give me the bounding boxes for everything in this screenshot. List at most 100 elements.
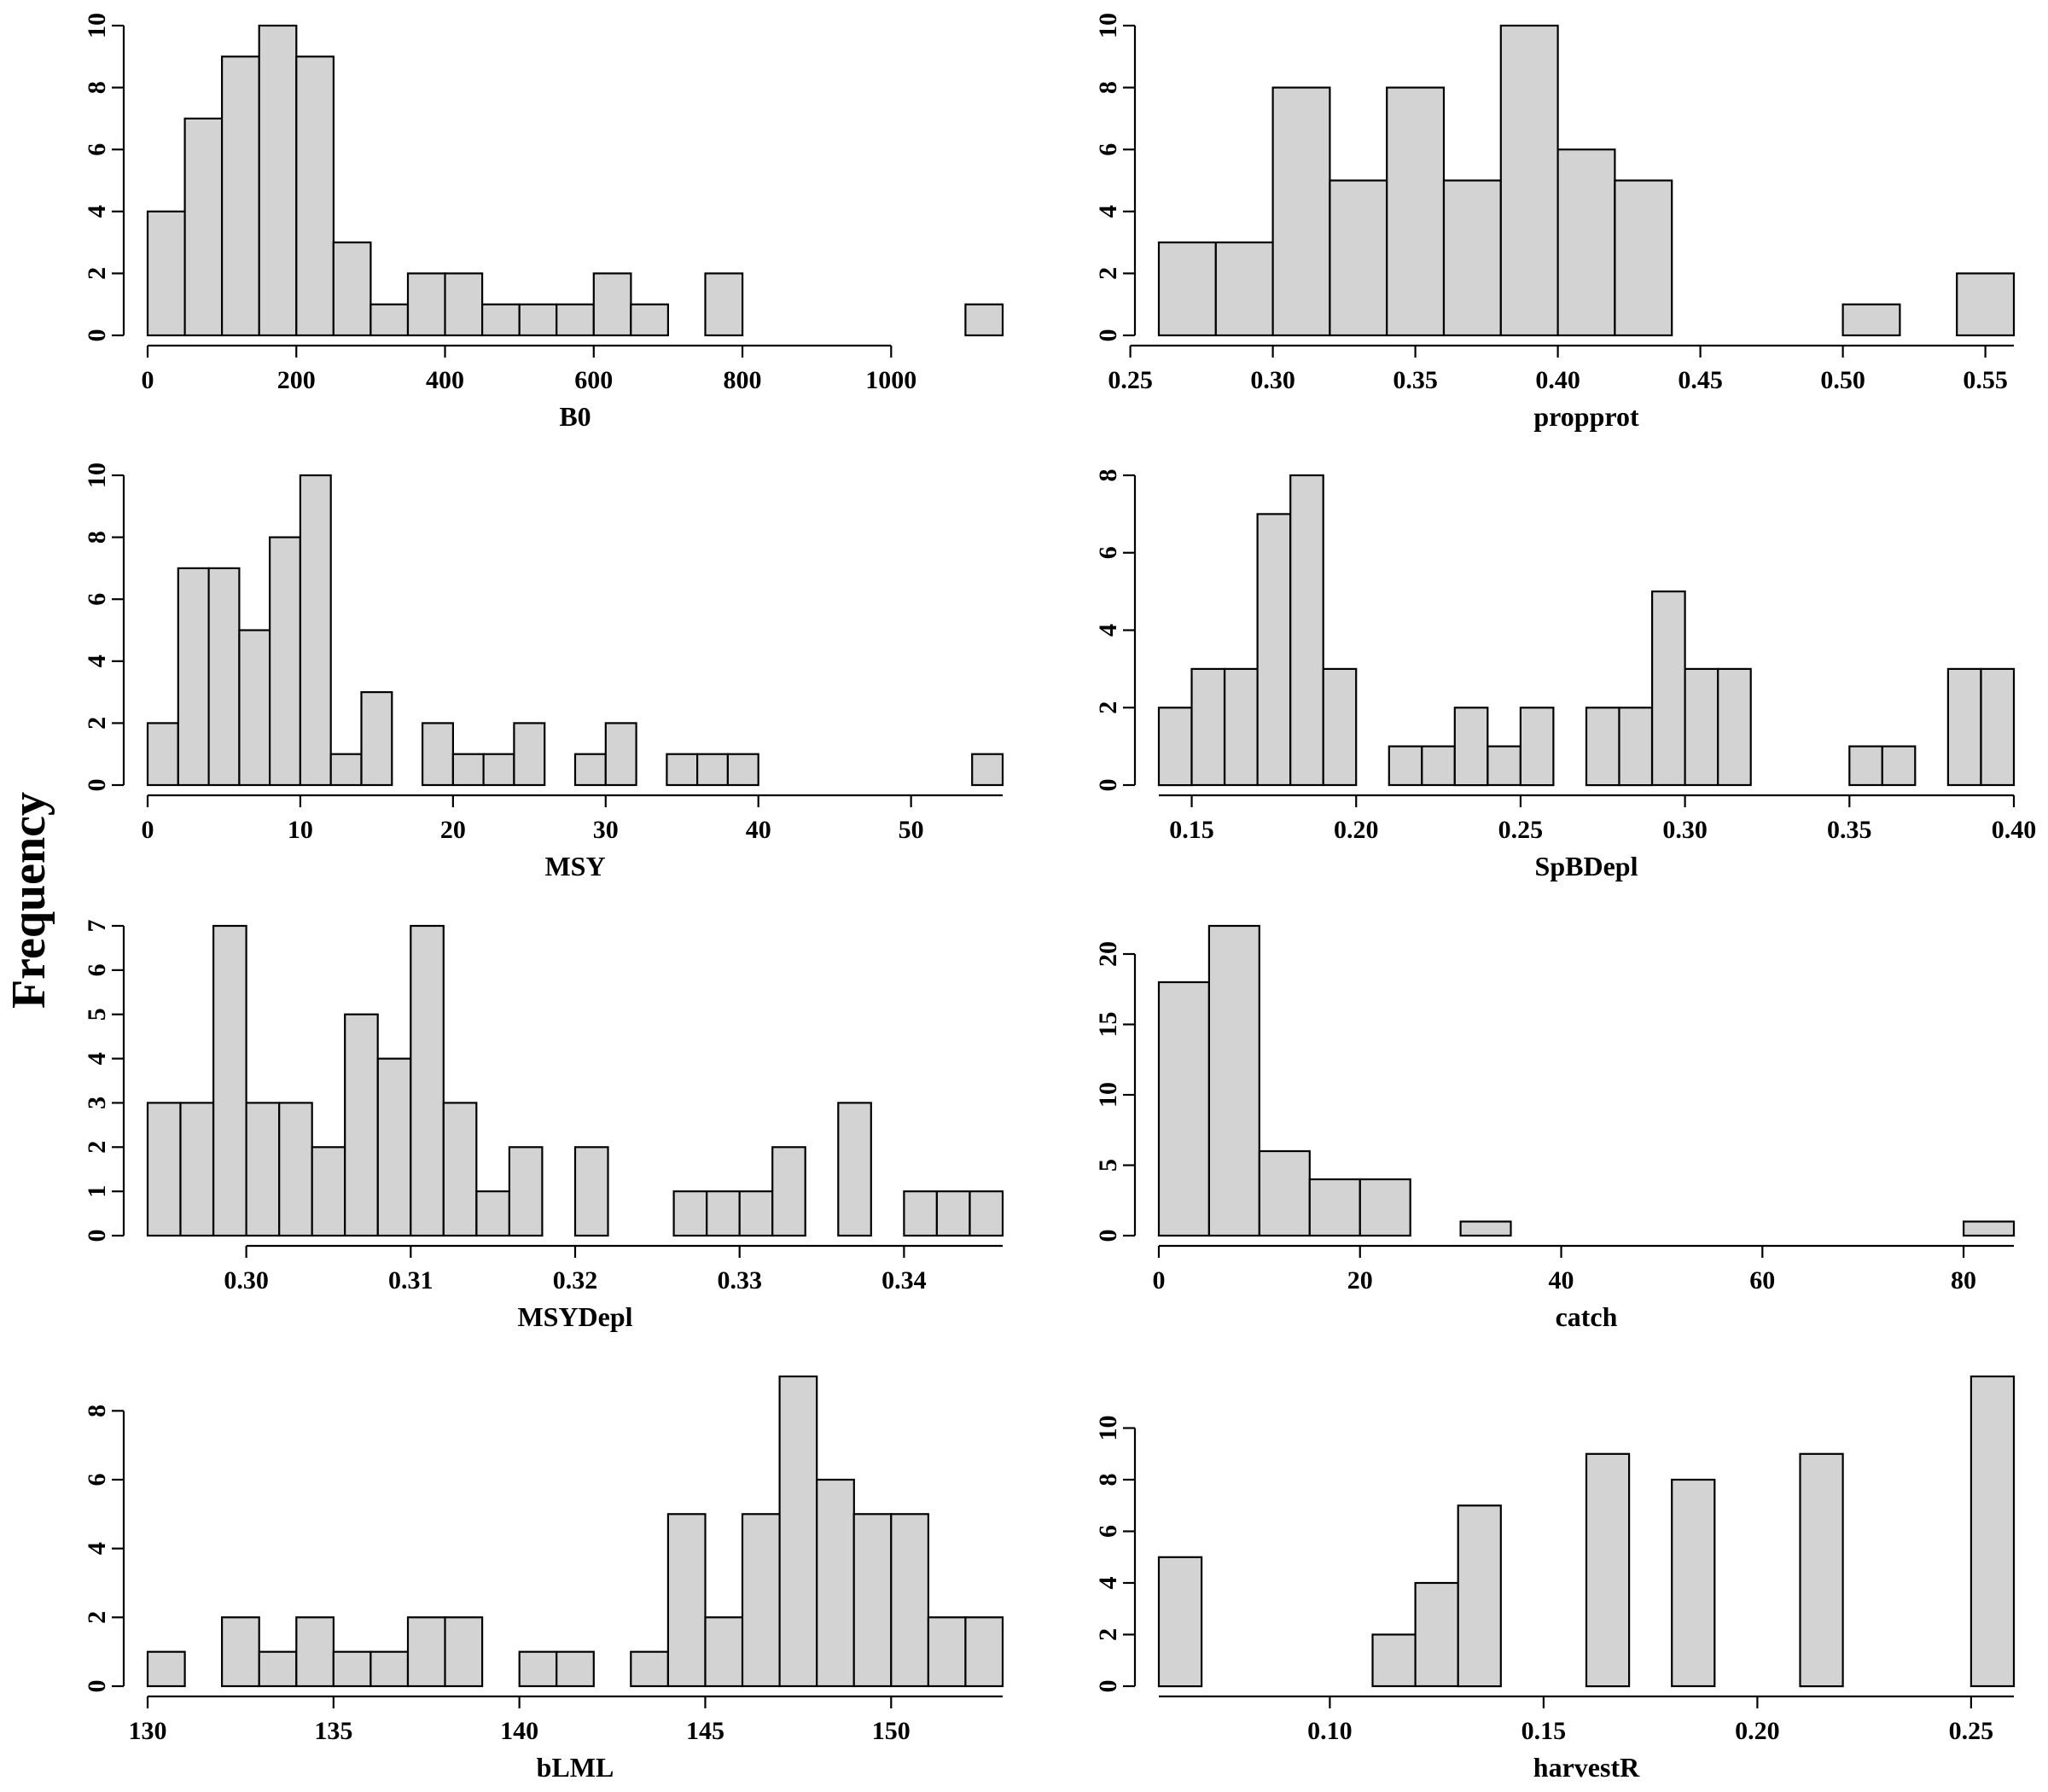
x-axis-title: catch [1556, 1301, 1618, 1332]
y-tick-label: 15 [1094, 1012, 1122, 1038]
x-tick-label: 20 [440, 816, 466, 844]
x-tick-label: 20 [1347, 1266, 1373, 1295]
histogram-bar [1650, 590, 1686, 787]
histogram-bar [212, 924, 247, 1237]
histogram-bar [704, 1616, 744, 1688]
histogram-bar [672, 1190, 708, 1237]
x-tick-label: 130 [129, 1717, 167, 1745]
histogram-bar [1308, 1178, 1361, 1237]
histogram-bar [903, 1190, 939, 1237]
y-tick-label: 1 [83, 1185, 111, 1198]
x-tick-label: 0 [142, 366, 154, 394]
panel-msydepl: 0 1 2 3 4 5 6 7 0.30 0.31 0.32 0.33 0.34 MSYDepl [83, 920, 1004, 1332]
x-tick-label: 0.34 [881, 1266, 927, 1295]
y-tick-label: 4 [83, 655, 111, 667]
y-tick-label: 0 [83, 779, 111, 792]
histogram-bar [451, 753, 485, 787]
y-tick-label: 0 [1094, 1230, 1122, 1242]
histogram-bar [475, 1190, 511, 1237]
histogram-bar [329, 753, 363, 787]
histogram-bar [376, 1057, 412, 1237]
y-tick-label: 5 [1094, 1159, 1122, 1172]
x-tick-label: 140 [500, 1717, 538, 1745]
histogram-bar [258, 24, 298, 337]
y-tick-label: 6 [83, 143, 111, 156]
histogram-bar [604, 722, 637, 787]
histogram-bar [295, 55, 335, 337]
x-tick-label: 0.31 [388, 1266, 433, 1295]
histogram-bar [852, 1513, 893, 1688]
histogram-bar [1258, 1149, 1311, 1237]
y-tick-label: 6 [1094, 1525, 1122, 1538]
y-tick-label: 4 [1094, 624, 1122, 637]
panel-b0: 0 2 4 6 8 10 0 200 400 600 800 1000 B0 [83, 13, 1004, 432]
y-tick-label: 10 [1094, 13, 1122, 38]
y-tick-label: 6 [83, 593, 111, 606]
histogram-bar [221, 55, 260, 337]
histogram-bar [927, 1616, 967, 1688]
x-tick-label: 200 [277, 366, 316, 394]
histogram-bar [1214, 241, 1274, 337]
histogram-bar [258, 1650, 298, 1688]
histogram-bar [778, 1375, 818, 1688]
histogram-bar [422, 722, 455, 787]
x-tick-label: 0.30 [224, 1266, 269, 1295]
x-tick-label: 80 [1951, 1266, 1976, 1295]
histogram-bar [360, 690, 393, 787]
y-tick-label: 10 [1094, 1416, 1122, 1441]
y-tick-label: 8 [1094, 81, 1122, 94]
histogram-bar [1322, 667, 1358, 787]
histogram-bar [1442, 179, 1502, 337]
histogram-bar [444, 272, 484, 337]
y-tick-label: 8 [83, 531, 111, 544]
histogram-bar [1329, 179, 1388, 337]
histogram-bar [444, 1616, 484, 1688]
histogram-bar [1453, 707, 1489, 787]
y-tick-label: 2 [83, 717, 111, 730]
x-tick-label: 0.15 [1169, 816, 1214, 844]
y-tick-label: 10 [1094, 1082, 1122, 1108]
histogram-bar [406, 1616, 446, 1688]
histogram-bar [482, 753, 515, 787]
histogram-bar [1256, 513, 1292, 787]
y-tick-label: 0 [1094, 779, 1122, 792]
panel-harvestr: 0 2 4 6 8 10 0.10 0.15 0.20 0.25 harvestR [1094, 1375, 2016, 1783]
x-tick-label: 150 [872, 1717, 911, 1745]
y-tick-label: 4 [83, 1542, 111, 1555]
histogram-bar [1359, 1178, 1411, 1237]
y-tick-label: 2 [1094, 1628, 1122, 1641]
histogram-bar [1157, 241, 1217, 337]
histogram-bar [1487, 745, 1522, 787]
histogram-bar [332, 241, 372, 337]
x-tick-label: 0.32 [553, 1266, 598, 1295]
histogram-bar [706, 1190, 741, 1237]
x-tick-label: 0.50 [1820, 366, 1865, 394]
y-tick-label: 20 [1094, 941, 1122, 967]
histogram-bar [556, 303, 595, 337]
histogram-bar [1671, 1478, 1716, 1688]
histogram-bar [630, 303, 669, 337]
x-tick-label: 40 [746, 816, 771, 844]
histogram-bar [1271, 86, 1331, 337]
x-tick-label: 60 [1749, 1266, 1775, 1295]
x-tick-label: 10 [288, 816, 313, 844]
histogram-bar [1556, 148, 1616, 337]
histogram-bar [179, 1102, 215, 1237]
histogram-bar [1459, 1220, 1512, 1237]
histogram-bar [221, 1616, 260, 1688]
histogram-bar [969, 1190, 1004, 1237]
histogram-bar [964, 1616, 1004, 1688]
histogram-bar [1289, 474, 1324, 787]
x-tick-label: 0.15 [1521, 1717, 1567, 1745]
y-tick-label: 8 [1094, 469, 1122, 482]
global-y-axis-label: Frequency [3, 792, 55, 1009]
histogram-bar [935, 1190, 971, 1237]
x-tick-label: 135 [314, 1717, 352, 1745]
y-tick-label: 2 [1094, 701, 1122, 714]
histogram-bar [630, 1650, 669, 1688]
x-tick-label: 0 [142, 816, 154, 844]
histogram-bar [508, 1146, 544, 1237]
y-tick-label: 0 [1094, 329, 1122, 342]
histogram-bar [369, 1650, 410, 1688]
x-axis-title: bLML [537, 1752, 614, 1783]
